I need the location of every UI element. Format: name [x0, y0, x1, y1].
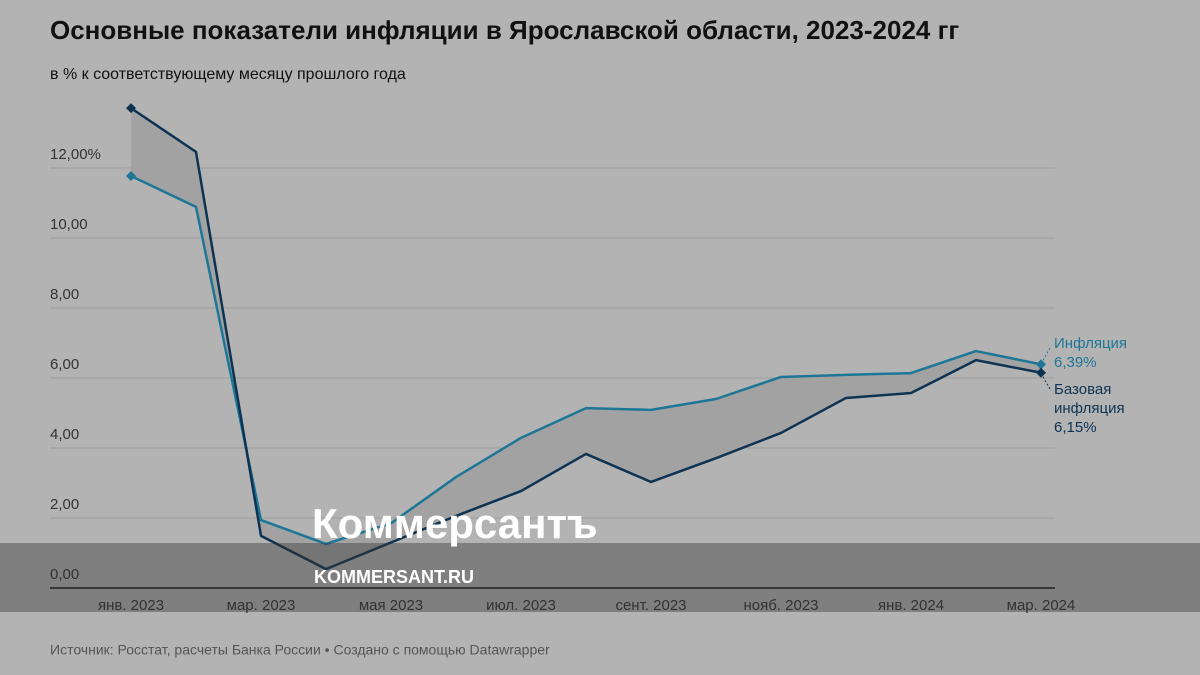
- y-tick-label: 4,00: [50, 426, 79, 443]
- x-tick-label: мая 2023: [359, 597, 423, 614]
- y-tick-label: 10,00: [50, 216, 88, 233]
- end-label: Инфляция 6,39%: [1054, 334, 1154, 372]
- x-tick-label: янв. 2023: [98, 597, 164, 614]
- point-marker: [126, 171, 136, 182]
- point-marker: [126, 103, 136, 114]
- y-tick-label: 0,00: [50, 566, 79, 583]
- y-tick-label: 8,00: [50, 286, 79, 303]
- x-tick-label: мар. 2024: [1007, 597, 1076, 614]
- x-tick-label: мар. 2023: [227, 597, 296, 614]
- x-tick-label: июл. 2023: [486, 597, 556, 614]
- watermark-logo: Коммерсантъ: [312, 500, 598, 547]
- label-leader: [1042, 346, 1052, 361]
- watermark-url: KOMMERSANT.RU: [314, 567, 474, 587]
- x-tick-label: янв. 2024: [878, 597, 944, 614]
- value-label: 6,15%: [1054, 418, 1097, 436]
- legend-label: Инфляция: [1054, 335, 1128, 353]
- point-marker: [1036, 359, 1046, 370]
- point-marker: [1036, 367, 1046, 378]
- series-line: [130, 107, 1042, 571]
- y-tick-label: 2,00: [50, 496, 79, 513]
- y-tick-label: 6,00: [50, 356, 79, 373]
- x-tick-label: сент. 2023: [615, 597, 686, 614]
- series-line: [130, 174, 1042, 546]
- y-tick-label: 12,00%: [50, 146, 101, 163]
- label-leader: [1042, 376, 1052, 391]
- chart-subtitle: в % к соответствующему месяцу прошлого г…: [50, 66, 406, 83]
- legend-label: Базовая инфляция: [1054, 380, 1125, 417]
- watermark-band: [0, 543, 1200, 612]
- end-label: Базовая инфляция 6,15%: [1054, 380, 1154, 437]
- source-note: Источник: Росстат, расчеты Банка России …: [50, 642, 550, 658]
- chart-title: Основные показатели инфляции в Ярославск…: [50, 15, 959, 45]
- value-label: 6,39%: [1054, 354, 1097, 372]
- x-tick-label: нояб. 2023: [743, 597, 818, 614]
